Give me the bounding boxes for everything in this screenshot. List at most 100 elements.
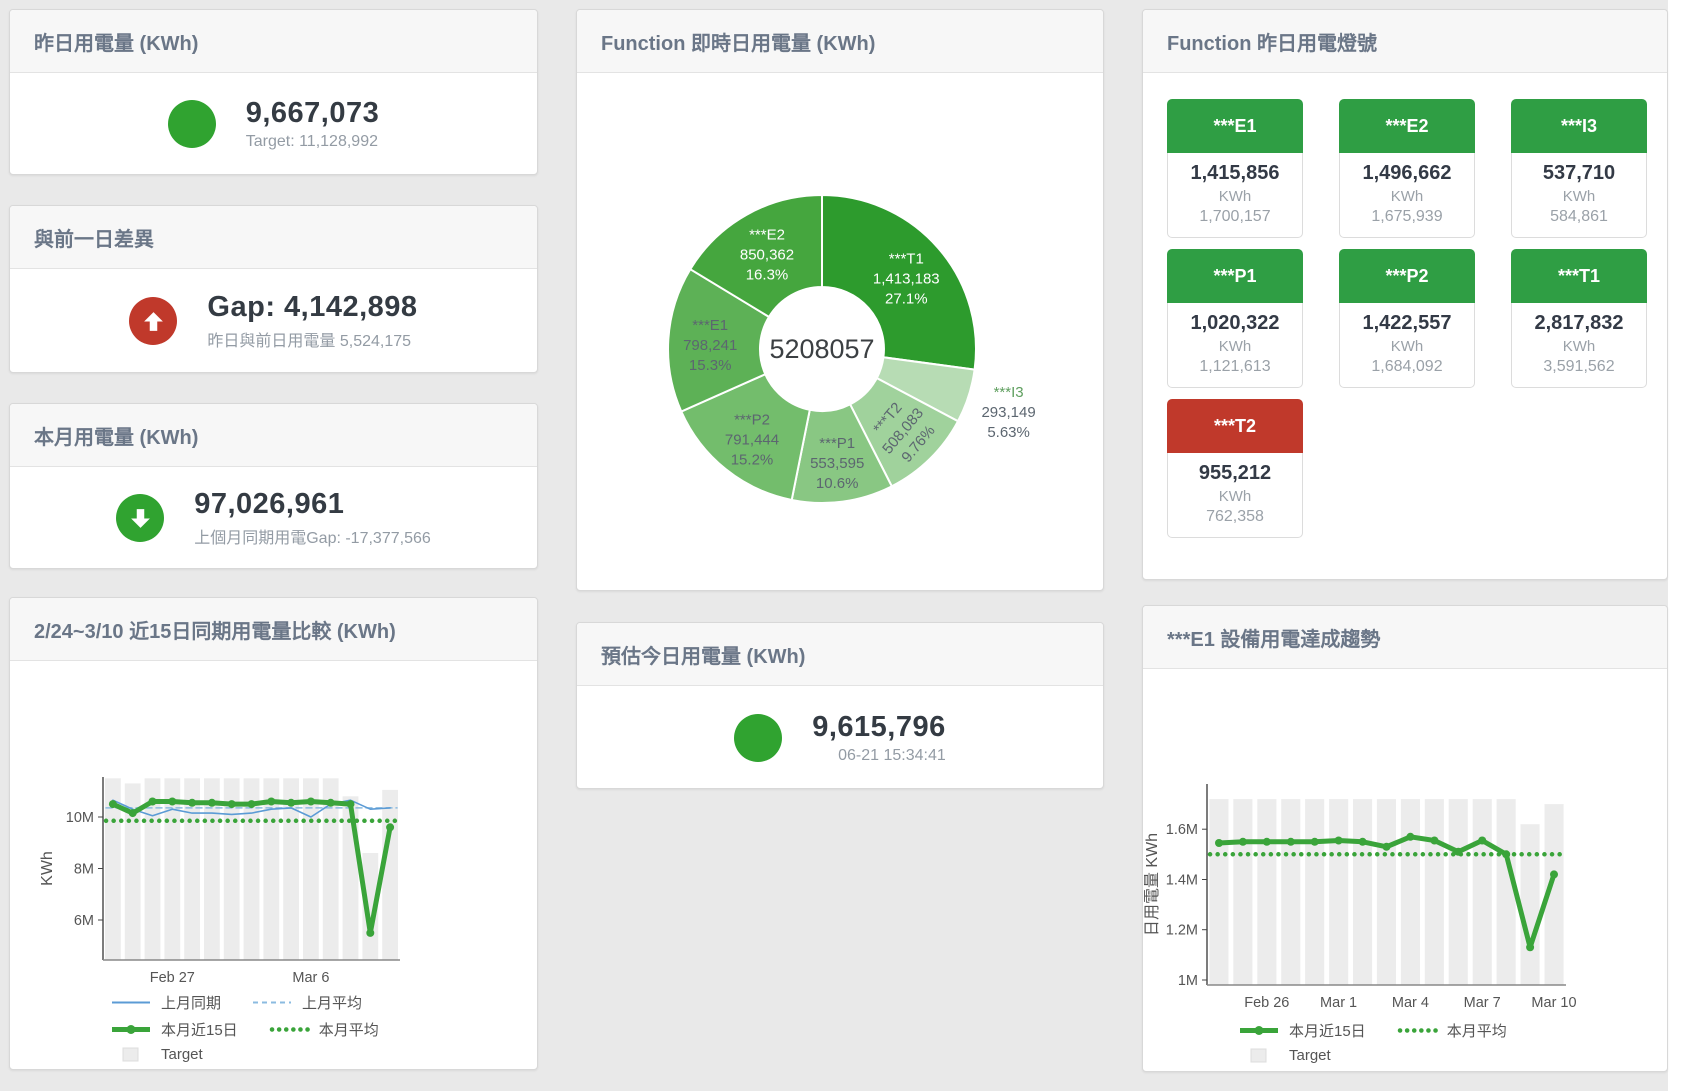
series-point [306, 797, 315, 806]
tile-name: ***I3 [1511, 99, 1647, 153]
light-tile-I3: ***I3 537,710 KWh 584,861 [1511, 99, 1647, 238]
target-bar [1520, 824, 1540, 985]
legend-row: Target [1238, 1047, 1667, 1064]
status-circle-icon [734, 713, 783, 762]
card-realtime-title: Function 即時日用電量 (KWh) [601, 32, 876, 55]
series-point [386, 823, 395, 832]
card-yesterday-usage: 昨日用電量 (KWh) 9,667,073 Target: 11,128,992 [9, 9, 538, 175]
y-tick-label: 1M [1178, 973, 1198, 989]
y-axis-title: KWh [39, 851, 56, 886]
series-point [346, 800, 355, 809]
tile-name: ***T2 [1167, 399, 1303, 453]
y-tick-label: 1.6M [1166, 822, 1198, 838]
light-tile-P1: ***P1 1,020,322 KWh 1,121,613 [1167, 249, 1303, 388]
donut-slice-E2[interactable] [688, 193, 823, 319]
series-point [1502, 850, 1511, 859]
legend-item[interactable]: 上月平均 [251, 992, 362, 1013]
tile-name: ***P2 [1339, 249, 1475, 303]
tile-body: 537,710 KWh 584,861 [1511, 153, 1647, 238]
target-bar [105, 778, 121, 960]
y-tick-label: 1.4M [1166, 873, 1198, 889]
x-tick-label: Mar 7 [1464, 995, 1501, 1011]
donut-slice-E1[interactable] [667, 267, 771, 413]
legend-item[interactable]: 本月平均 [1396, 1020, 1507, 1041]
month-stat: 97,026,961 上個月同期用電Gap: -17,377,566 [10, 467, 537, 568]
y-tick-label: 10M [66, 810, 94, 826]
target-bar [184, 778, 200, 960]
tile-target: 3,591,562 [1543, 358, 1615, 375]
tile-value: 1,020,322 [1190, 312, 1280, 334]
target-bar [283, 778, 299, 960]
arrow-up-icon [129, 297, 178, 345]
legend-item[interactable]: 本月平均 [268, 1019, 379, 1040]
legend-item[interactable]: 本月近15日 [1238, 1020, 1366, 1041]
light-tile-T1: ***T1 2,817,832 KWh 3,591,562 [1511, 249, 1647, 388]
y-tick-label: 1.2M [1166, 923, 1198, 939]
legend-swatch-square-icon [1250, 1048, 1267, 1063]
donut-slice-T1[interactable] [821, 193, 977, 371]
tile-target: 1,684,092 [1371, 358, 1443, 375]
target-bar [1353, 799, 1373, 985]
legend-swatch-thick-icon [112, 1025, 150, 1034]
card-day-gap: 與前一日差異 Gap: 4,142,898 昨日與前日用電量 5,524,175 [9, 205, 538, 373]
tile-unit: KWh [1390, 188, 1424, 205]
legend-swatch-dash-icon [253, 1001, 292, 1004]
target-bar [1400, 799, 1420, 985]
tile-target: 584,861 [1550, 208, 1608, 225]
tile-unit: KWh [1390, 338, 1424, 355]
light-tile-E1: ***E1 1,415,856 KWh 1,700,157 [1167, 99, 1303, 238]
legend-item[interactable]: Target [1238, 1047, 1331, 1064]
target-bar [204, 778, 220, 960]
tile-name: ***E1 [1167, 99, 1303, 153]
legend-label: Target [161, 1046, 203, 1063]
card-compare-chart: 2/24~3/10 近15日同期用電量比較 (KWh) 6M 8M 10M Feb 2… [9, 597, 538, 1070]
legend-swatch-thick-icon [1240, 1026, 1278, 1035]
arrow-down-icon [116, 494, 165, 542]
legend-item[interactable]: 本月近15日 [110, 1019, 238, 1040]
donut-slice-P2[interactable] [679, 372, 811, 502]
card-realtime-donut: Function 即時日用電量 (KWh) ***T1 1,413,183 27.1… [576, 9, 1104, 591]
target-bar [1329, 799, 1349, 985]
target-bar [263, 778, 280, 960]
x-tick-label: Mar 4 [1392, 995, 1429, 1011]
target-bar [1496, 799, 1516, 985]
tile-unit: KWh [1218, 338, 1252, 355]
card-yesterday-header: 昨日用電量 (KWh) [10, 10, 537, 73]
trend-line-chart: 1M 1.2M 1.4M 1.6M Feb 26 Mar 1 Mar 4 Mar 7 Mar 1… [1144, 784, 1577, 1011]
tile-target: 1,700,157 [1199, 208, 1271, 225]
target-bar [223, 778, 240, 960]
series-point [1454, 847, 1463, 856]
tile-value: 955,212 [1198, 462, 1272, 484]
series-point [1334, 836, 1343, 845]
compare-line-chart: 6M 8M 10M Feb 27 Mar 6 KWh [39, 777, 400, 986]
target-bar [1233, 799, 1253, 985]
donut-label-E1: ***E1 798,241 15.3% [683, 317, 737, 374]
tile-body: 2,817,832 KWh 3,591,562 [1511, 303, 1647, 388]
day-gap-value: Gap: 4,142,898 [207, 291, 418, 323]
target-bar [1305, 799, 1325, 985]
yesterday-value: 9,667,073 [245, 97, 380, 129]
tile-body: 1,496,662 KWh 1,675,939 [1339, 153, 1475, 238]
series-point [108, 800, 117, 809]
card-estimate-header: 預估今日用電量 (KWh) [577, 623, 1103, 686]
legend-label: 本月平均 [318, 1022, 379, 1039]
donut-label-T1: ***T1 1,413,183 27.1% [873, 250, 940, 307]
series-point [207, 798, 216, 807]
series-point [326, 798, 335, 807]
x-tick-label: Mar 1 [1320, 995, 1357, 1011]
day-gap-sub: 昨日與前日用電量 5,524,175 [207, 333, 412, 350]
legend-item[interactable]: Target [110, 1046, 203, 1063]
card-day-gap-title: 與前一日差異 [34, 228, 154, 251]
target-bar [1424, 799, 1444, 985]
legend-swatch-dots-icon [1397, 1028, 1438, 1033]
estimate-value: 9,615,796 [812, 710, 946, 743]
trend-legend: 本月近15日 本月平均 Target [1238, 1020, 1667, 1064]
target-bar [1544, 804, 1564, 985]
series-point [1238, 837, 1247, 846]
legend-label: Target [1289, 1047, 1331, 1064]
estimate-timestamp: 06-21 15:34:41 [838, 746, 946, 764]
card-trend-title: ***E1 設備用電達成趨勢 [1167, 628, 1381, 651]
tile-name: ***P1 [1167, 249, 1303, 303]
legend-item[interactable]: 上月同期 [110, 992, 221, 1013]
tile-unit: KWh [1218, 188, 1252, 205]
